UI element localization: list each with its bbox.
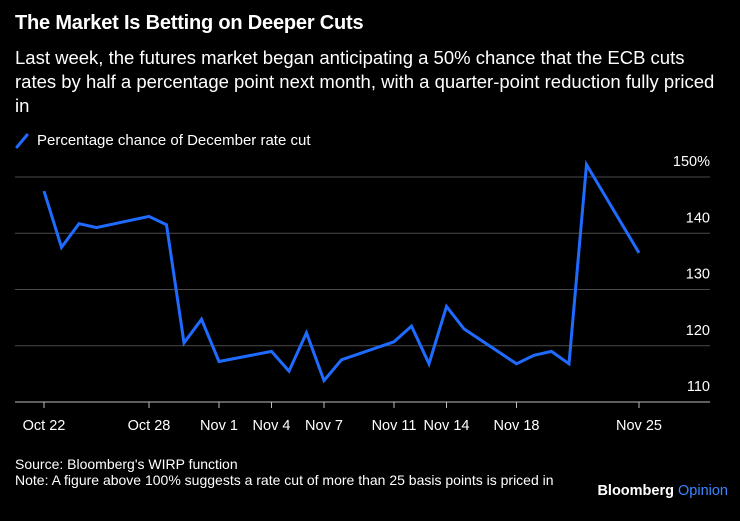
y-tick-label: 120 [686, 323, 710, 339]
x-tick-label: Nov 1 [200, 418, 238, 434]
x-tick-label: Nov 4 [253, 418, 291, 434]
x-tick-label: Oct 28 [128, 418, 171, 434]
y-tick-label: 150% [673, 154, 710, 170]
footer: Source: Bloomberg's WIRP function Note: … [15, 456, 575, 488]
y-tick-label: 130 [686, 267, 710, 283]
x-tick-label: Nov 25 [616, 418, 662, 434]
source-note: Source: Bloomberg's WIRP function [15, 456, 238, 472]
chart-title: The Market Is Betting on Deeper Cuts [15, 12, 364, 34]
brand-section: Opinion [678, 483, 728, 499]
x-tick-label: Nov 7 [305, 418, 343, 434]
footnote: Note: A figure above 100% suggests a rat… [15, 472, 554, 488]
series-line [42, 159, 641, 384]
x-tick-label: Nov 14 [424, 418, 470, 434]
x-tick-label: Oct 22 [23, 418, 66, 434]
y-tick-label: 110 [687, 379, 710, 395]
brand-name: Bloomberg [597, 483, 674, 499]
legend: Percentage chance of December rate cut [15, 132, 311, 149]
y-tick-label: 140 [686, 210, 710, 226]
x-tick-label: Nov 18 [494, 418, 540, 434]
chart-subtitle: Last week, the futures market began anti… [15, 47, 715, 116]
brand-logo: Bloomberg Opinion [597, 483, 728, 499]
legend-line-icon [15, 133, 29, 148]
legend-label: Percentage chance of December rate cut [37, 132, 311, 149]
x-tick-label: Nov 11 [372, 418, 417, 434]
